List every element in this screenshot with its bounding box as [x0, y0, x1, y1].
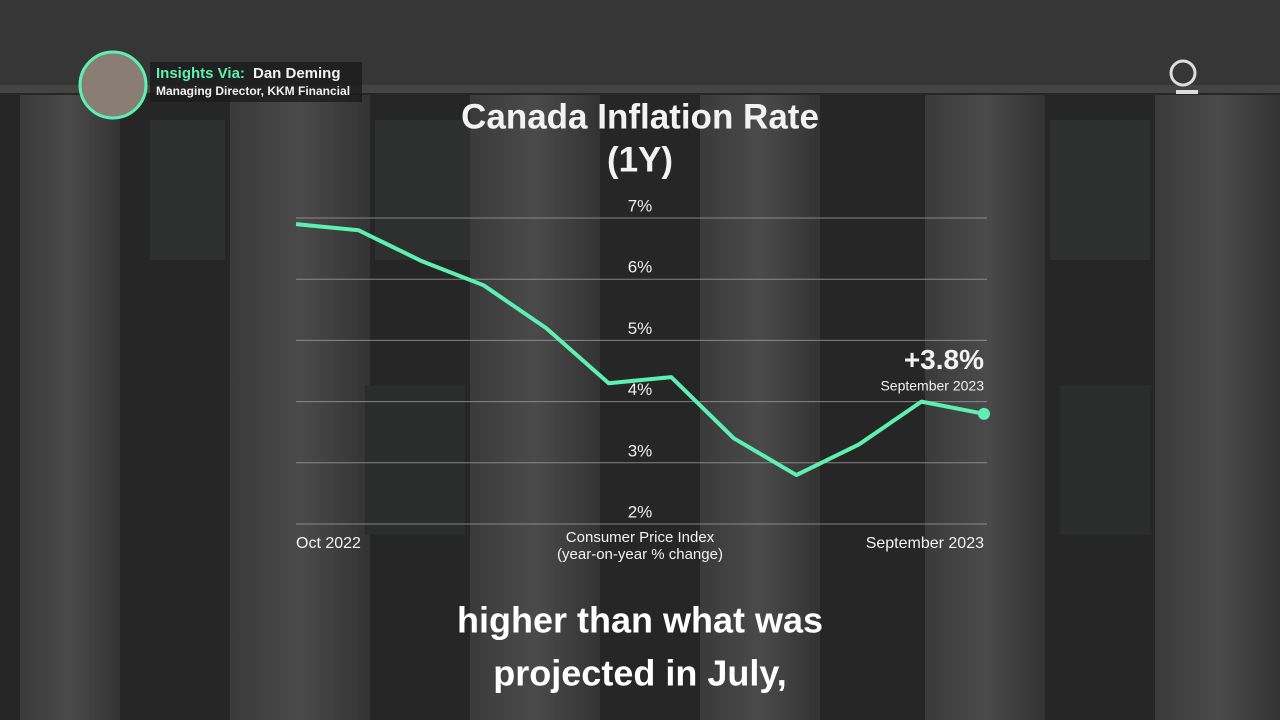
presenter: Insights Via: Dan Deming Managing Direct…	[78, 50, 362, 120]
caption: projected in July,	[493, 653, 786, 694]
x-tick-label: Oct 2022	[296, 535, 361, 552]
logo	[1169, 59, 1198, 94]
x-axis-title: (year-on-year % change)	[557, 546, 723, 563]
y-tick-label: 5%	[628, 319, 653, 338]
y-tick-label: 3%	[628, 441, 653, 460]
data-line	[295, 222, 985, 478]
presenter-name: Dan Deming	[253, 65, 341, 82]
y-tick-label: 2%	[628, 502, 653, 521]
x-axis-title: Consumer Price Index	[566, 529, 715, 546]
presenter-role: Managing Director, KKM Financial	[156, 84, 350, 98]
name-plate	[150, 62, 362, 102]
chart-title: Canada Inflation Rate	[461, 97, 819, 136]
avatar	[78, 50, 148, 120]
caption: higher than what was	[457, 600, 823, 641]
value-label: +3.8%	[904, 344, 984, 375]
y-tick-label: 4%	[628, 380, 653, 399]
y-tick-label: 7%	[628, 196, 653, 215]
y-tick-label: 6%	[628, 258, 653, 277]
presenter-label: Insights Via:	[156, 65, 245, 82]
value-label-note: September 2023	[880, 378, 984, 394]
chart-title: (1Y)	[607, 140, 673, 179]
end-point	[978, 407, 990, 420]
x-tick-label: September 2023	[866, 535, 984, 552]
